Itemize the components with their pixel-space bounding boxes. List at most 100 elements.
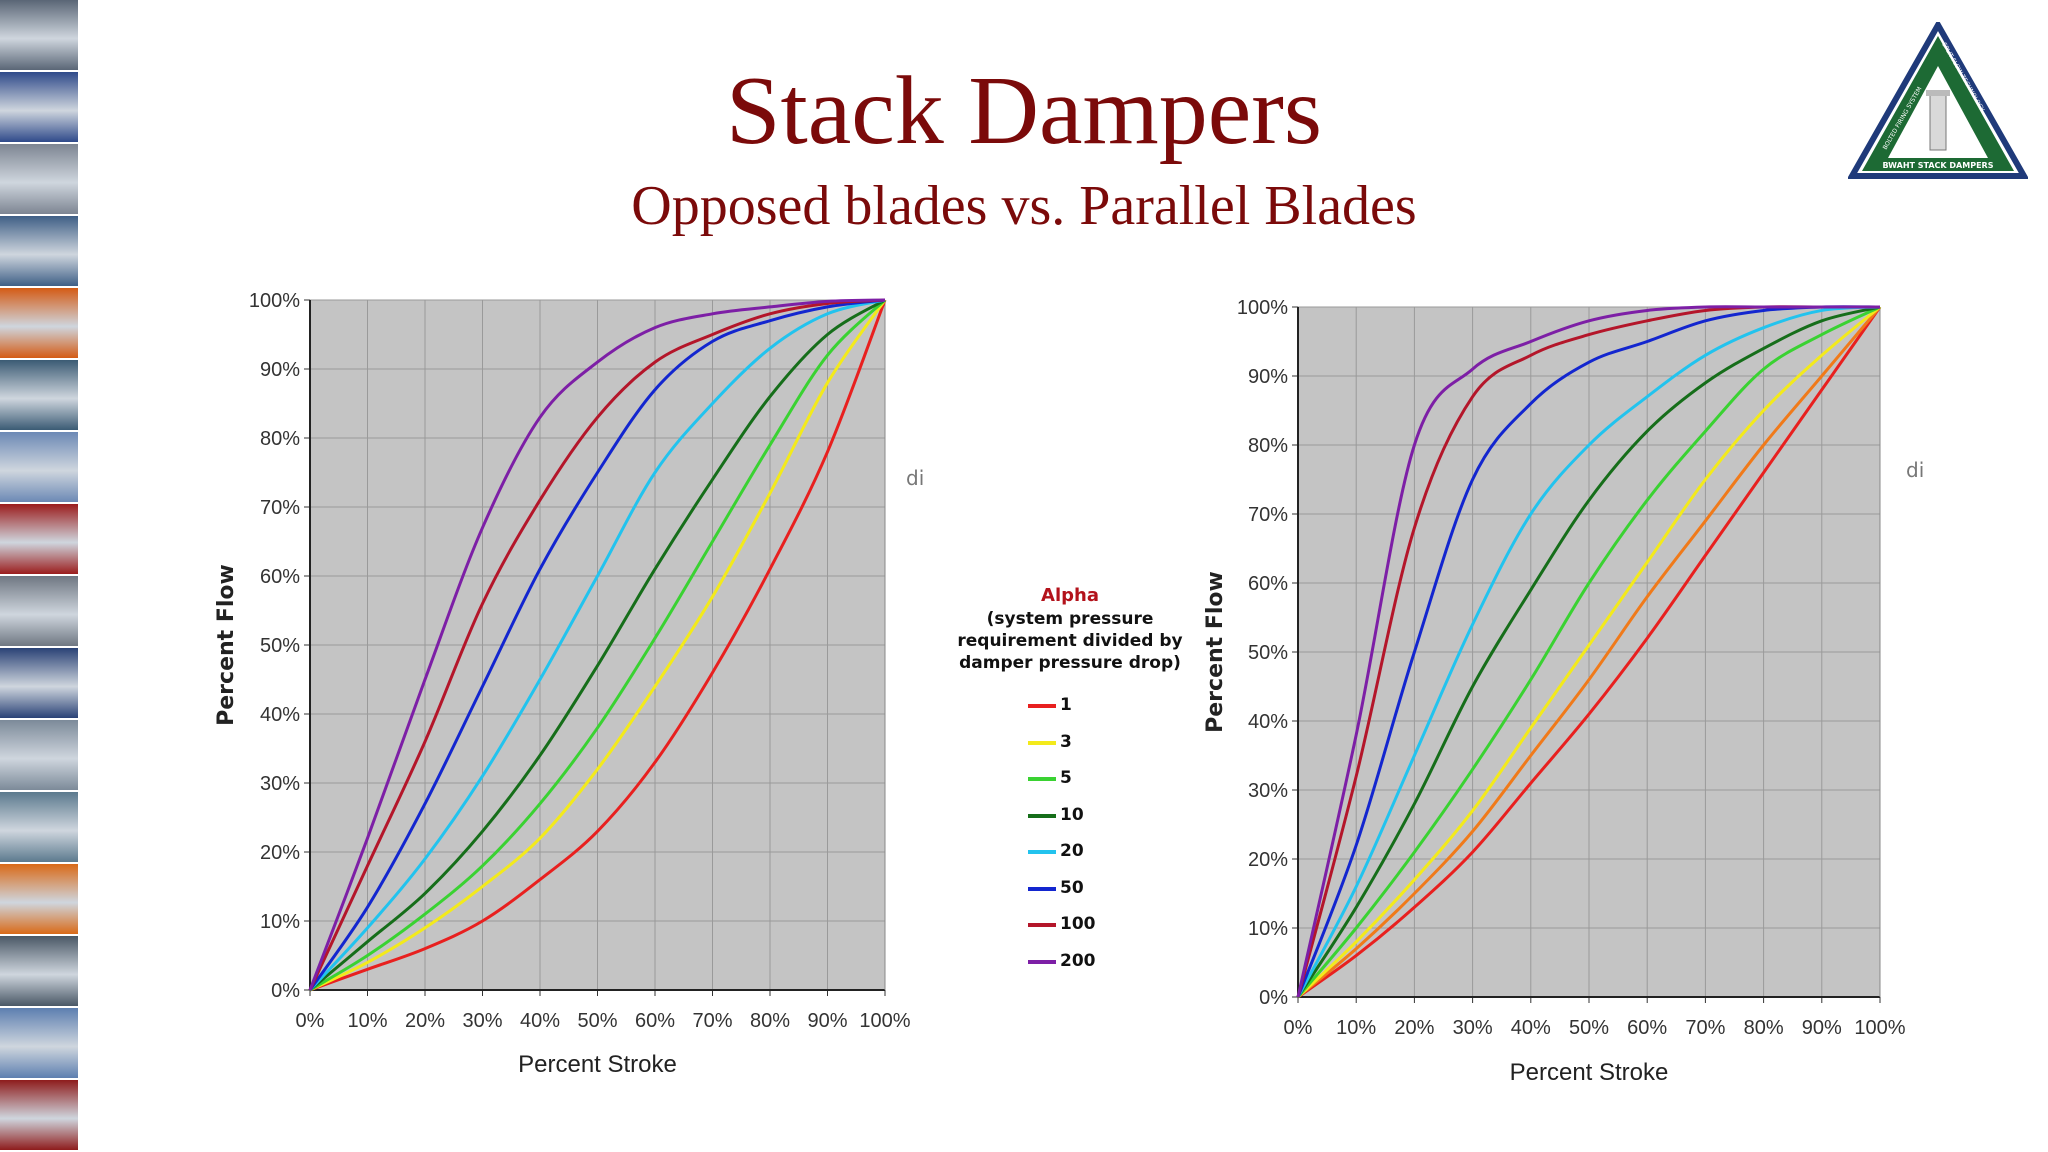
photo-tile	[0, 1008, 78, 1078]
y-tick-label: 10%	[260, 911, 300, 933]
x-tick-label: 20%	[1394, 1017, 1434, 1039]
legend-desc-line: (system pressure	[986, 609, 1154, 629]
legend-swatch	[1028, 813, 1056, 818]
y-tick-label: 10%	[1248, 918, 1288, 940]
x-tick-label: 90%	[1802, 1017, 1842, 1039]
photo-tile	[0, 576, 78, 646]
x-axis-label: Percent Stroke	[518, 1051, 677, 1078]
x-tick-label: 30%	[462, 1010, 502, 1032]
series-line-100	[1296, 305, 1881, 998]
photo-tile	[0, 0, 78, 70]
legend-label: 1	[1060, 695, 1072, 715]
legend-swatch	[1028, 777, 1056, 781]
legend-label: 200	[1060, 950, 1096, 971]
y-tick-label: 80%	[260, 428, 300, 450]
photo-tile	[0, 360, 78, 430]
legend-label: 3	[1060, 731, 1072, 752]
x-tick-label: 60%	[1627, 1017, 1667, 1039]
x-tick-label: 50%	[1569, 1017, 1609, 1039]
y-tick-label: 60%	[1248, 573, 1288, 595]
legend-swatch	[1028, 740, 1056, 745]
stray-text-left: di	[906, 466, 925, 490]
x-tick-label: 10%	[347, 1010, 387, 1032]
photo-strip	[0, 0, 78, 1152]
legend-label: 5	[1060, 768, 1072, 788]
chart-2: 0% 10% 20% 30% 40% 50% 60% 70% 80% 90% 100% 0% 10% 20…	[1203, 297, 1906, 1086]
logo-bottom-text: BWAHT STACK DAMPERS	[1883, 161, 1994, 170]
y-tick-label: 40%	[1248, 711, 1288, 733]
y-tick-label: 50%	[1248, 642, 1288, 664]
y-tick-label: 100%	[249, 290, 300, 312]
series-line-1	[1297, 306, 1882, 999]
y-tick-label: 50%	[260, 635, 300, 657]
alpha-legend: Alpha (system pressure requirement divid…	[940, 585, 1200, 971]
legend-title: Alpha	[1041, 585, 1099, 606]
series-line-20	[308, 298, 886, 992]
legend-label: 100	[1060, 914, 1096, 934]
series-line-5	[1296, 305, 1881, 999]
y-tick-label: 90%	[1248, 366, 1288, 388]
legend-swatch	[1028, 959, 1056, 964]
series-line-20	[1296, 305, 1881, 998]
photo-tile	[0, 864, 78, 934]
photo-tile	[0, 1080, 78, 1150]
photo-tile	[0, 144, 78, 214]
y-tick-label: 20%	[1248, 849, 1288, 871]
series-line-100	[308, 298, 886, 991]
y-tick-label: 60%	[260, 566, 300, 588]
legend-desc-line: damper pressure drop)	[959, 653, 1181, 673]
y-tick-label: 80%	[1248, 435, 1288, 457]
legend-swatch	[1028, 850, 1056, 854]
photo-tile	[0, 792, 78, 862]
series-line-200	[308, 298, 886, 991]
legend-description: (system pressure requirement divided by …	[940, 608, 1200, 674]
y-tick-label: 0%	[271, 980, 300, 1002]
legend-label: 20	[1060, 841, 1084, 861]
y-tick-label: 30%	[1248, 780, 1288, 802]
x-tick-label: 0%	[296, 1010, 325, 1032]
x-tick-label: 40%	[1511, 1017, 1551, 1039]
series-line-50	[308, 298, 886, 991]
stray-text-right: di	[1906, 458, 1925, 482]
y-tick-label: 40%	[260, 704, 300, 726]
legend-desc-line: requirement divided by	[957, 631, 1183, 651]
series-line-10	[1296, 305, 1881, 998]
x-tick-label: 0%	[1284, 1017, 1313, 1039]
legend-label: 50	[1060, 877, 1084, 898]
photo-tile	[0, 504, 78, 574]
x-tick-label: 80%	[750, 1010, 790, 1032]
x-axis-label: Percent Stroke	[1510, 1059, 1669, 1086]
series-line-5	[309, 298, 887, 992]
company-logo: BWAHT STACK DAMPERS BOLTED FIRING SYSTEM…	[1848, 22, 2028, 179]
photo-tile	[0, 216, 78, 286]
x-tick-label: 100%	[1854, 1017, 1905, 1039]
y-tick-label: 70%	[260, 497, 300, 519]
photo-tile	[0, 936, 78, 1006]
x-tick-label: 90%	[807, 1010, 847, 1032]
x-tick-label: 50%	[577, 1010, 617, 1032]
photo-tile	[0, 72, 78, 142]
series-line-200	[1296, 305, 1880, 998]
x-tick-label: 80%	[1744, 1017, 1784, 1039]
slide-subtitle: Opposed blades vs. Parallel Blades	[631, 175, 1417, 237]
y-tick-label: 100%	[1237, 297, 1288, 319]
series-line-unlabeled	[1296, 305, 1880, 998]
series-line-10	[309, 298, 886, 992]
photo-tile	[0, 648, 78, 718]
photo-tile	[0, 720, 78, 790]
x-tick-label: 20%	[405, 1010, 445, 1032]
x-tick-label: 30%	[1453, 1017, 1493, 1039]
series-line-3	[1297, 306, 1882, 999]
y-tick-label: 20%	[260, 842, 300, 864]
chart-1: 0% 10% 20% 30% 40% 50% 60% 70% 80% 90% 100% 0% 10% 20…	[214, 290, 911, 1078]
photo-tile	[0, 432, 78, 502]
legend-label: 10	[1060, 804, 1084, 825]
y-tick-label: 70%	[1248, 504, 1288, 526]
slide-title: Stack Dampers	[726, 57, 1322, 165]
legend-swatch	[1028, 704, 1056, 708]
plot-area	[1298, 307, 1880, 997]
x-tick-label: 100%	[859, 1010, 910, 1032]
y-tick-label: 30%	[260, 773, 300, 795]
series-line-3	[309, 299, 887, 992]
